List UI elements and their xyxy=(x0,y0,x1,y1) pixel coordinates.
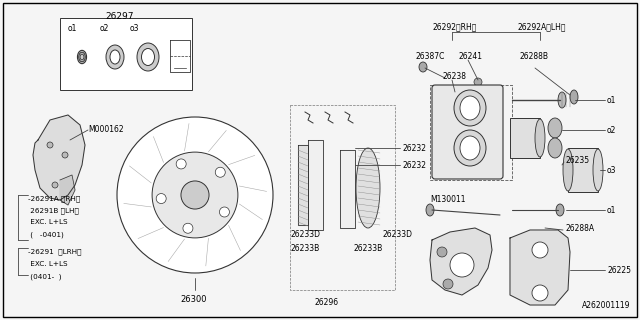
Text: o3: o3 xyxy=(130,24,140,33)
Circle shape xyxy=(220,207,230,217)
Ellipse shape xyxy=(137,43,159,71)
Ellipse shape xyxy=(80,54,84,60)
Text: 26291B 〈LH〉: 26291B 〈LH〉 xyxy=(28,207,79,214)
Text: 26300: 26300 xyxy=(180,295,207,304)
Ellipse shape xyxy=(535,119,545,157)
Ellipse shape xyxy=(548,138,562,158)
Circle shape xyxy=(450,253,474,277)
Ellipse shape xyxy=(106,45,124,69)
Text: 26232: 26232 xyxy=(402,161,426,170)
Text: 26241: 26241 xyxy=(458,52,482,61)
Text: o1: o1 xyxy=(607,96,616,105)
Text: 26235: 26235 xyxy=(565,156,589,165)
Bar xyxy=(290,105,395,290)
Bar xyxy=(430,85,512,180)
Text: 26288A: 26288A xyxy=(565,224,594,233)
Text: -26291A 〈RH〉: -26291A 〈RH〉 xyxy=(28,195,80,202)
Circle shape xyxy=(117,117,273,273)
Polygon shape xyxy=(298,145,308,225)
Circle shape xyxy=(532,285,548,301)
Text: 26288B: 26288B xyxy=(520,52,549,61)
Ellipse shape xyxy=(356,148,380,228)
Ellipse shape xyxy=(460,96,480,120)
Circle shape xyxy=(181,181,209,209)
Text: 26233B: 26233B xyxy=(290,244,319,253)
Ellipse shape xyxy=(141,49,154,66)
Text: 26232: 26232 xyxy=(402,144,426,153)
Circle shape xyxy=(176,159,186,169)
Text: 26233D: 26233D xyxy=(290,230,320,239)
Circle shape xyxy=(152,152,238,238)
Circle shape xyxy=(452,92,458,98)
Text: 26233D: 26233D xyxy=(382,230,412,239)
Circle shape xyxy=(183,223,193,233)
Bar xyxy=(510,118,540,158)
Text: 26233B: 26233B xyxy=(353,244,382,253)
Circle shape xyxy=(156,194,166,204)
Text: -26291  〈LRH〉: -26291 〈LRH〉 xyxy=(28,248,81,255)
Ellipse shape xyxy=(419,62,427,72)
Circle shape xyxy=(47,142,53,148)
Ellipse shape xyxy=(460,136,480,160)
Bar xyxy=(60,18,192,90)
Text: 26225: 26225 xyxy=(607,266,631,275)
Ellipse shape xyxy=(563,149,573,191)
Text: M000162: M000162 xyxy=(88,125,124,134)
Polygon shape xyxy=(33,115,85,200)
Ellipse shape xyxy=(454,90,486,126)
Ellipse shape xyxy=(593,149,603,191)
Ellipse shape xyxy=(110,50,120,64)
Polygon shape xyxy=(340,150,355,228)
Circle shape xyxy=(62,152,68,158)
Polygon shape xyxy=(308,140,323,230)
Text: 26292〈RH〉: 26292〈RH〉 xyxy=(432,22,476,31)
Text: EXC. L+LS: EXC. L+LS xyxy=(28,261,68,267)
Ellipse shape xyxy=(454,130,486,166)
Circle shape xyxy=(443,279,453,289)
Text: EXC. L+LS: EXC. L+LS xyxy=(28,219,68,225)
Text: (0401-  ): (0401- ) xyxy=(28,273,61,279)
Text: 26387C: 26387C xyxy=(415,52,444,61)
Polygon shape xyxy=(60,175,75,205)
Ellipse shape xyxy=(79,52,85,62)
Polygon shape xyxy=(510,230,570,305)
Circle shape xyxy=(532,242,548,258)
Ellipse shape xyxy=(548,118,562,138)
Ellipse shape xyxy=(426,204,434,216)
Text: 26292A〈LH〉: 26292A〈LH〉 xyxy=(518,22,566,31)
Ellipse shape xyxy=(77,50,86,64)
Text: A262001119: A262001119 xyxy=(582,301,630,310)
Bar xyxy=(568,148,598,192)
Ellipse shape xyxy=(558,92,566,108)
Circle shape xyxy=(437,247,447,257)
Circle shape xyxy=(52,182,58,188)
Text: o2: o2 xyxy=(607,126,616,135)
Text: 26238: 26238 xyxy=(442,72,466,81)
Text: 26297: 26297 xyxy=(106,12,134,21)
Text: M130011: M130011 xyxy=(430,195,465,204)
Polygon shape xyxy=(430,228,492,295)
Ellipse shape xyxy=(570,90,578,104)
Text: o3: o3 xyxy=(607,166,616,175)
Text: o1: o1 xyxy=(607,206,616,215)
Text: o1: o1 xyxy=(68,24,77,33)
Circle shape xyxy=(215,167,225,177)
Text: (   -0401): ( -0401) xyxy=(28,231,64,237)
FancyBboxPatch shape xyxy=(432,85,503,179)
Ellipse shape xyxy=(556,204,564,216)
Text: 26296: 26296 xyxy=(315,298,339,307)
Circle shape xyxy=(474,78,482,86)
Text: o2: o2 xyxy=(100,24,109,33)
